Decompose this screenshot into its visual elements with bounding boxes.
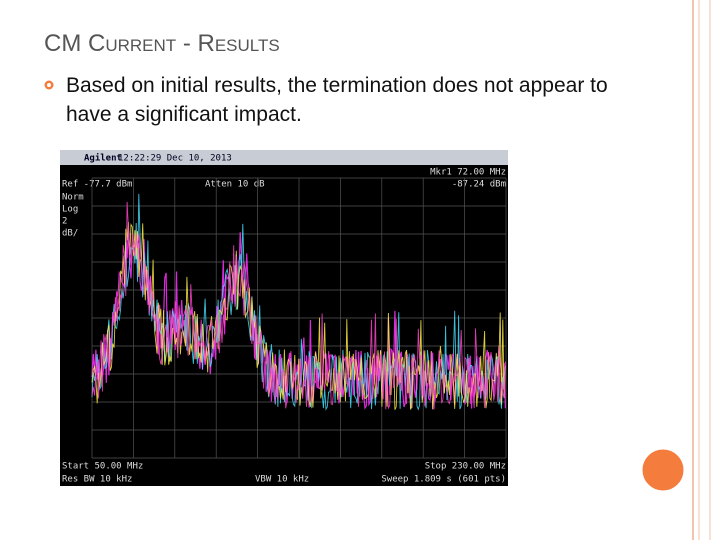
timestamp: 12:22:29 Dec 10, 2013: [118, 154, 232, 164]
side-label: dB/: [62, 229, 78, 239]
side-label: 2: [62, 217, 67, 227]
brand: Agilent: [84, 153, 122, 164]
stop-freq: Stop 230.00 MHz: [425, 462, 506, 472]
sweep: Sweep 1.809 s (601 pts): [381, 475, 506, 485]
start-freq: Start 50.00 MHz: [62, 462, 143, 472]
side-label: Norm: [62, 193, 84, 203]
trace: [91, 201, 506, 410]
vbw: VBW 10 kHz: [255, 475, 309, 485]
bullet-text: Based on initial results, the terminatio…: [66, 74, 608, 126]
trace-area: [91, 177, 507, 459]
ref-level: Ref -77.7 dBm: [62, 180, 132, 190]
side-label: Log: [62, 205, 78, 215]
marker-level: -87.24 dBm: [452, 180, 506, 190]
marker: Mkr1 72.00 MHz: [430, 168, 506, 178]
bullet-icon: [44, 80, 54, 90]
res-bw: Res BW 10 kHz: [62, 475, 132, 485]
analyzer-screenshot: Agilent 12:22:29 Dec 10, 2013 Ref -77.7 …: [60, 150, 508, 486]
slide-title: CM Current - Results: [44, 30, 280, 57]
trace: [91, 222, 506, 411]
atten: Atten 10 dB: [205, 180, 265, 190]
